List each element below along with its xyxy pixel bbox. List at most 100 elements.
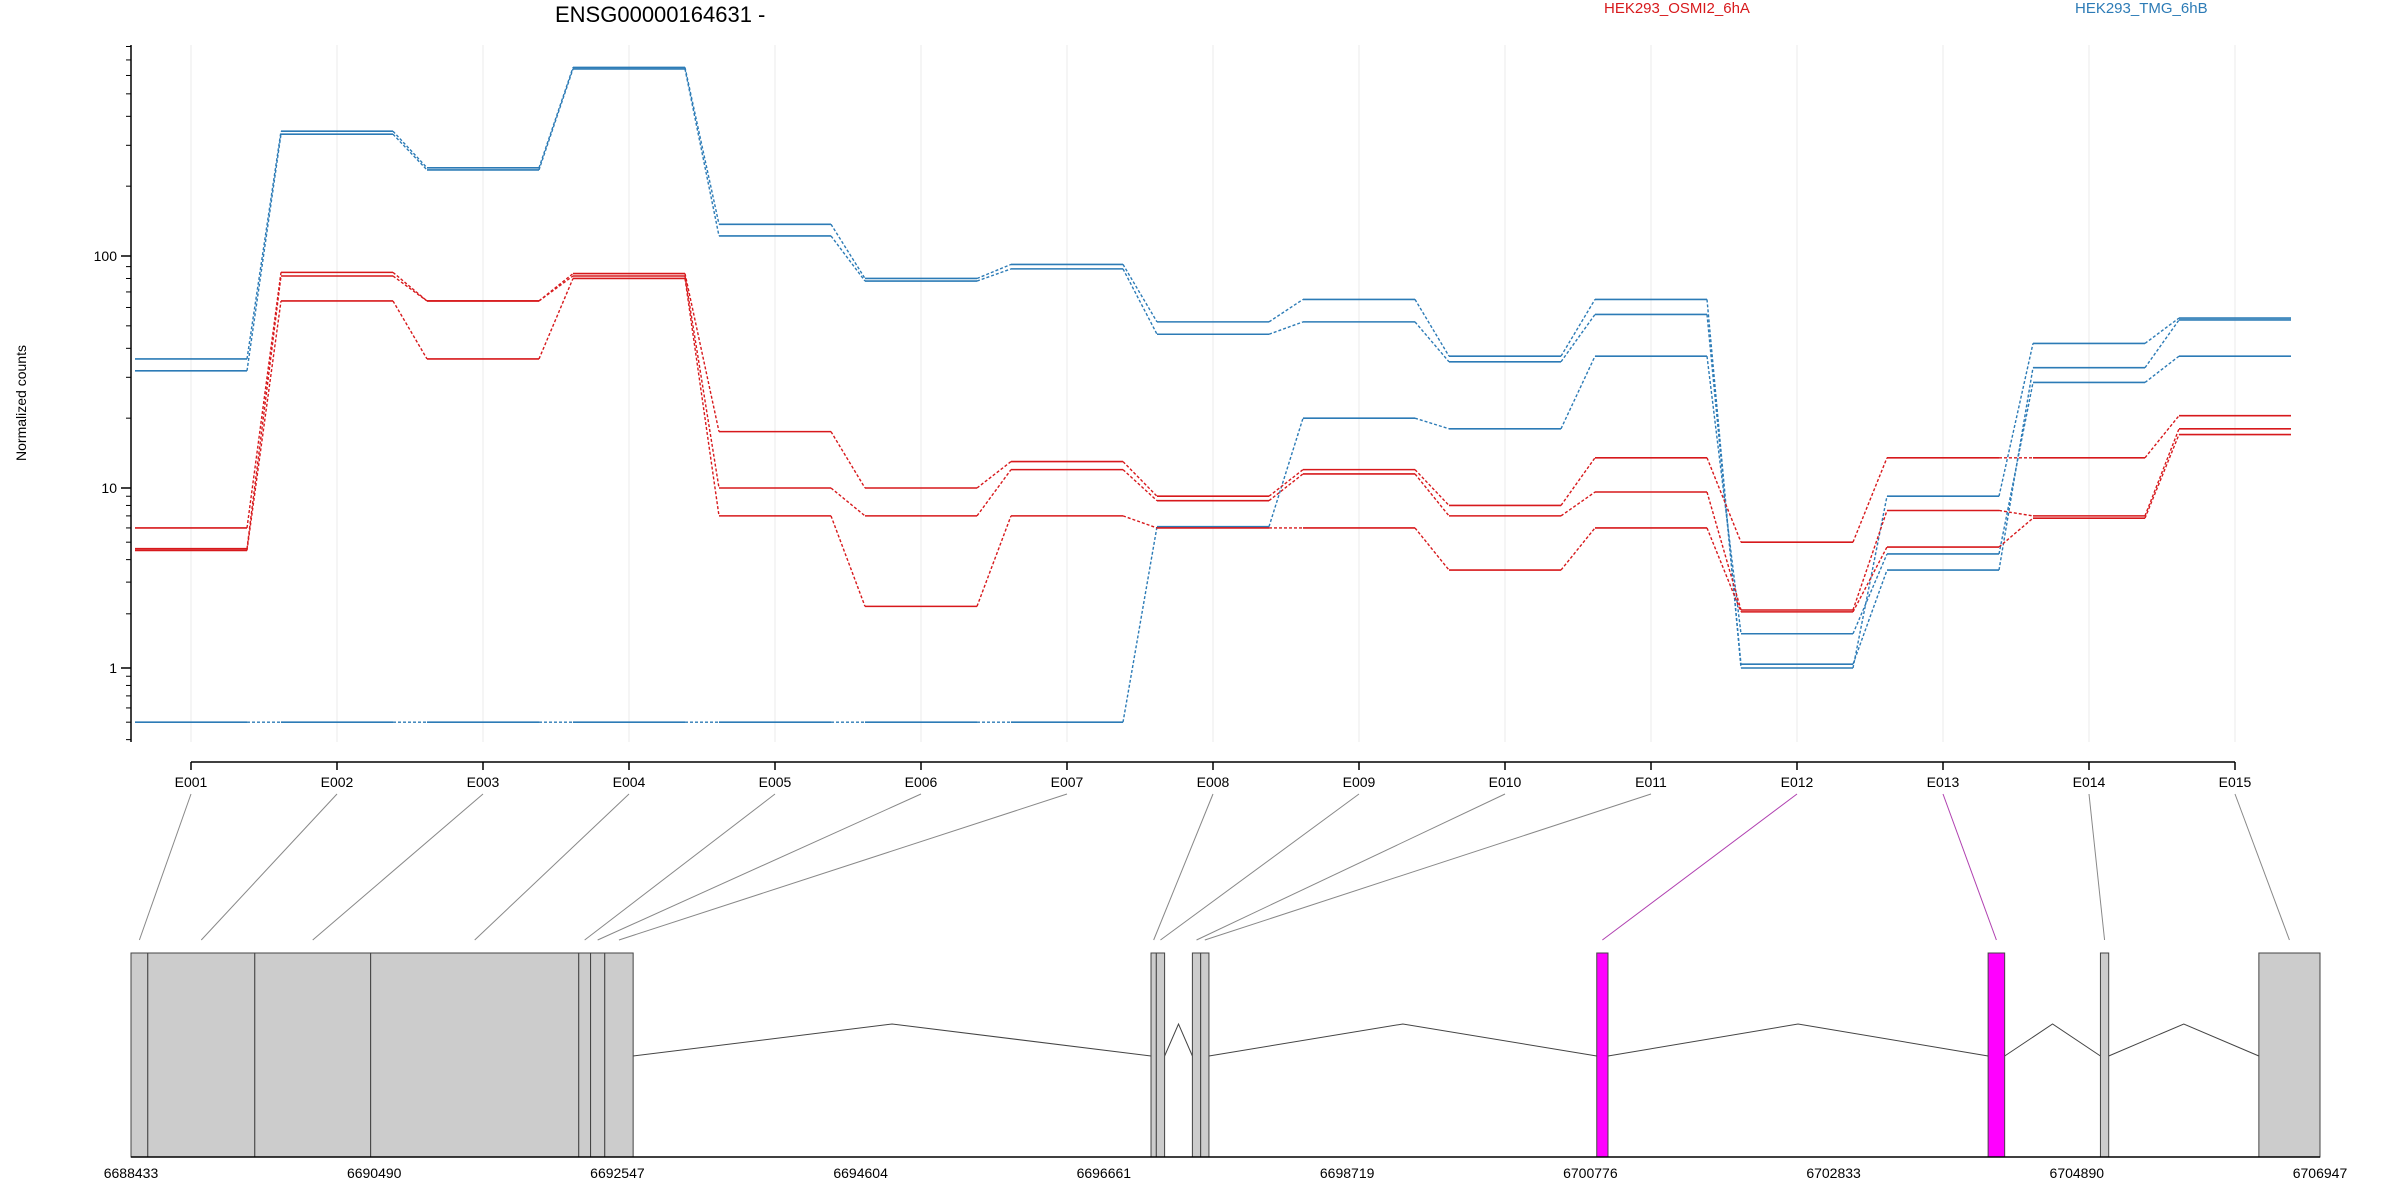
genomic-tick-label-1: 6690490	[347, 1165, 402, 1181]
series-0-connector-e009	[1268, 298, 1304, 323]
series-1-connector-e003	[392, 133, 428, 171]
genomic-tick-label-6: 6700776	[1563, 1165, 1618, 1181]
series-2-connector-e008	[1122, 526, 1158, 723]
exon-e001	[130, 952, 149, 1158]
genomic-tick-label-4: 6696661	[1077, 1165, 1132, 1181]
series-1-connector-e012	[1706, 314, 1742, 665]
series-2-connector-e014	[1998, 382, 2034, 555]
x-tick-label-e004: E004	[613, 774, 646, 790]
genomic-tick-label-7: 6702833	[1806, 1165, 1861, 1181]
series-0-connector-e010	[1414, 299, 1450, 357]
series-5-connector-e005	[684, 278, 720, 516]
series-1-connector-e008	[1122, 268, 1158, 335]
x-tick-label-e007: E007	[1051, 774, 1084, 790]
exon-e010	[1191, 952, 1202, 1158]
connector-e015	[2234, 793, 2290, 941]
series-3-connector-e007	[976, 461, 1012, 489]
series-5-connector-e012	[1706, 527, 1742, 613]
series-2-connector-e012	[1706, 356, 1742, 634]
connector-e011	[1204, 793, 1652, 941]
series-0-connector-e007	[976, 263, 1012, 280]
y-tick-label-100: 100	[94, 248, 118, 264]
series-1-connector-e005	[684, 68, 720, 237]
series-4-connector-e005	[684, 275, 720, 489]
connector-e010	[1196, 793, 1506, 941]
y-tick-label-1: 1	[109, 660, 117, 676]
x-tick-label-e005: E005	[759, 774, 792, 790]
series-3-connector-e015	[2144, 415, 2180, 459]
x-tick-label-e001: E001	[175, 774, 208, 790]
x-tick-label-e006: E006	[905, 774, 938, 790]
series-4-connector-e012	[1706, 491, 1742, 611]
series-5-connector-e003	[392, 300, 428, 360]
series-2-connector-e010	[1414, 417, 1450, 430]
series-2-connector-e015	[2144, 355, 2180, 384]
series-4-connector-e007	[976, 469, 1012, 517]
series-4-connector-e006	[830, 487, 866, 517]
series-5-connector-e013	[1852, 546, 1888, 613]
series-5-connector-e004	[538, 278, 574, 360]
series-3-connector-e002	[246, 272, 282, 529]
connector-e008	[1153, 793, 1214, 941]
series-5-connector-e007	[976, 515, 1012, 607]
intron-e013-e014	[2004, 1023, 2101, 1057]
genomic-tick-label-3: 6694604	[833, 1165, 888, 1181]
y-tick-label-10: 10	[101, 480, 117, 496]
series-1-connector-e009	[1268, 321, 1304, 335]
series-4-connector-e004	[538, 275, 574, 302]
x-tick-label-e003: E003	[467, 774, 500, 790]
series-4-connector-e013	[1852, 510, 1888, 611]
connector-e002	[200, 793, 338, 941]
series-5-connector-e010	[1414, 527, 1450, 571]
series-5-connector-e006	[830, 515, 866, 607]
exon-e006	[590, 952, 606, 1158]
series-4-connector-e010	[1414, 473, 1450, 517]
legend-entry-tmg: HEK293_TMG_6hB	[2075, 0, 2208, 17]
exon-e008	[1150, 952, 1157, 1158]
x-tick-label-e014: E014	[2073, 774, 2106, 790]
connector-e009	[1160, 793, 1360, 941]
genomic-tick-label-8: 6704890	[2050, 1165, 2105, 1181]
series-0-connector-e008	[1122, 264, 1158, 323]
series-3-connector-e006	[830, 431, 866, 489]
exon-e015	[2258, 952, 2321, 1158]
connector-e012	[1602, 793, 1798, 941]
intron-e009-e010	[1164, 1022, 1193, 1057]
series-4-connector-e008	[1122, 469, 1158, 502]
series-3-connector-e009	[1268, 469, 1304, 497]
x-tick-label-e002: E002	[321, 774, 354, 790]
series-2-connector-e013	[1852, 553, 1888, 635]
series-4-connector-e014	[1998, 509, 2034, 517]
series-5-connector-e014	[1998, 517, 2034, 548]
series-1-connector-e013	[1852, 569, 1888, 665]
exon-e003	[254, 952, 372, 1158]
exon-e002	[147, 952, 256, 1158]
connector-e006	[597, 793, 922, 941]
series-1-connector-e006	[830, 235, 866, 282]
series-0-connector-e003	[392, 130, 428, 169]
genomic-tick-label-9: 6706947	[2293, 1165, 2348, 1181]
exon-e007	[604, 952, 634, 1158]
genomic-tick-label-2: 6692547	[590, 1165, 645, 1181]
series-4-connector-e015	[2144, 428, 2180, 517]
exon-e012	[1596, 952, 1609, 1158]
series-2-connector-e009	[1268, 417, 1304, 527]
intron-e007-e008	[633, 1023, 1152, 1057]
x-tick-label-e008: E008	[1197, 774, 1230, 790]
exon-e005	[578, 952, 592, 1158]
exon-e011	[1200, 952, 1210, 1158]
exon-e009	[1155, 952, 1166, 1158]
intron-e014-e015	[2108, 1023, 2260, 1057]
legend-entry-osmi2: HEK293_OSMI2_6hA	[1604, 0, 1750, 17]
series-4-connector-e003	[392, 275, 428, 302]
series-3-connector-e012	[1706, 457, 1742, 543]
series-3-connector-e010	[1414, 469, 1450, 506]
x-tick-label-e010: E010	[1489, 774, 1522, 790]
x-tick-label-e013: E013	[1927, 774, 1960, 790]
series-0-connector-e002	[246, 131, 282, 360]
series-1-connector-e010	[1414, 321, 1450, 363]
genomic-tick-label-5: 6698719	[1320, 1165, 1375, 1181]
connector-e005	[584, 793, 776, 941]
connector-e013	[1942, 793, 1997, 941]
exon-e013	[1987, 952, 2006, 1158]
